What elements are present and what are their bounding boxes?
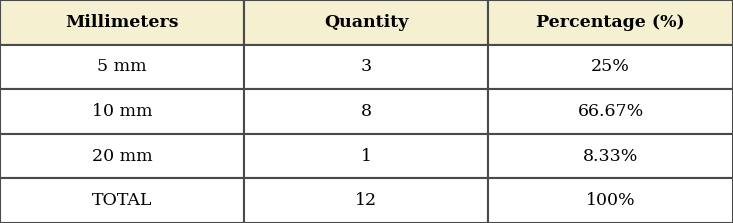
Text: 10 mm: 10 mm [92, 103, 152, 120]
Text: 8.33%: 8.33% [583, 148, 638, 165]
Text: 1: 1 [361, 148, 372, 165]
Text: 20 mm: 20 mm [92, 148, 152, 165]
Text: Millimeters: Millimeters [65, 14, 179, 31]
Bar [244, 178, 488, 223]
Bar [0, 178, 244, 223]
Bar [488, 0, 733, 45]
Bar [0, 45, 244, 89]
Text: 3: 3 [361, 58, 372, 75]
Bar [0, 0, 244, 45]
Bar [244, 45, 488, 89]
Bar [488, 178, 733, 223]
Bar [0, 89, 244, 134]
Bar [244, 89, 488, 134]
Bar [244, 134, 488, 178]
Bar [488, 89, 733, 134]
Text: 8: 8 [361, 103, 372, 120]
Text: TOTAL: TOTAL [92, 192, 152, 209]
Text: 66.67%: 66.67% [578, 103, 644, 120]
Text: 25%: 25% [591, 58, 630, 75]
Bar [244, 0, 488, 45]
Text: Quantity: Quantity [324, 14, 408, 31]
Text: 100%: 100% [586, 192, 636, 209]
Text: 5 mm: 5 mm [97, 58, 147, 75]
Bar [488, 134, 733, 178]
Text: Percentage (%): Percentage (%) [537, 14, 685, 31]
Bar [0, 134, 244, 178]
Text: 12: 12 [355, 192, 377, 209]
Bar [488, 45, 733, 89]
